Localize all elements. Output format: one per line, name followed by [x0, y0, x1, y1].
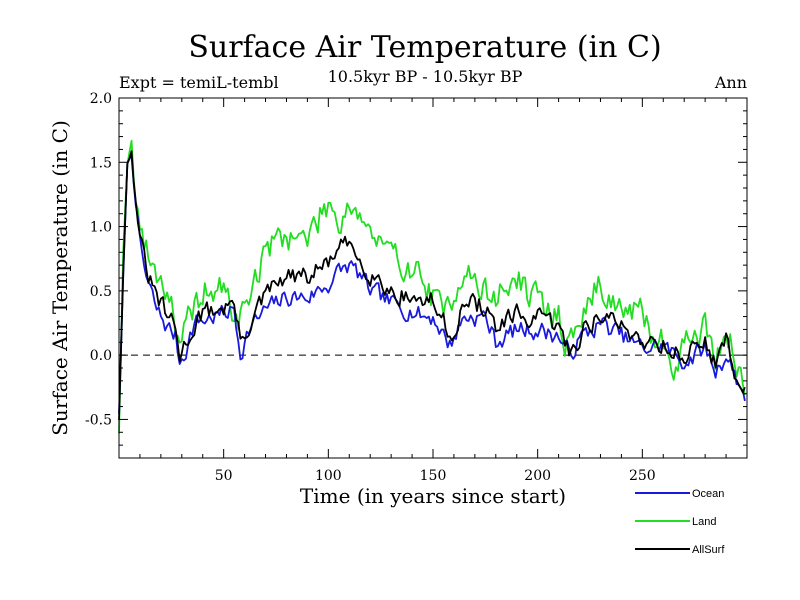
y-tick-label: 0.0	[90, 348, 112, 364]
chart-subtitle: 10.5kyr BP - 10.5kyr BP	[328, 67, 523, 86]
x-tick-label: 100	[315, 468, 342, 484]
y-tick-label: 0.5	[90, 284, 112, 300]
x-tick-label: 50	[215, 468, 233, 484]
y-tick-label: 2.0	[90, 91, 112, 107]
series-line-allsurf	[118, 150, 746, 421]
axis-ticks: 50 100 150 200 250 -0.5 0.0 0.5 1.0 1.5 2.0	[85, 91, 747, 484]
season-label: Ann	[714, 73, 747, 92]
y-tick-label: -0.5	[85, 412, 112, 428]
series-line-ocean	[118, 155, 746, 414]
y-tick-label: 1.5	[90, 155, 112, 171]
chart-title: Surface Air Temperature (in C)	[188, 30, 661, 65]
y-tick-label: 1.0	[90, 220, 112, 236]
legend-label-allsurf: AllSurf	[692, 544, 725, 556]
legend-label-ocean: Ocean	[692, 488, 724, 500]
legend: Ocean Land AllSurf	[635, 488, 725, 556]
y-axis-label: Surface Air Temperature (in C)	[48, 120, 72, 436]
x-tick-label: 250	[629, 468, 656, 484]
x-tick-label: 150	[420, 468, 447, 484]
x-tick-label: 200	[524, 468, 551, 484]
x-axis-label: Time (in years since start)	[300, 484, 566, 508]
experiment-label: Expt = temiL-tembl	[119, 73, 279, 92]
legend-label-land: Land	[692, 516, 716, 528]
series-lines	[118, 139, 746, 434]
